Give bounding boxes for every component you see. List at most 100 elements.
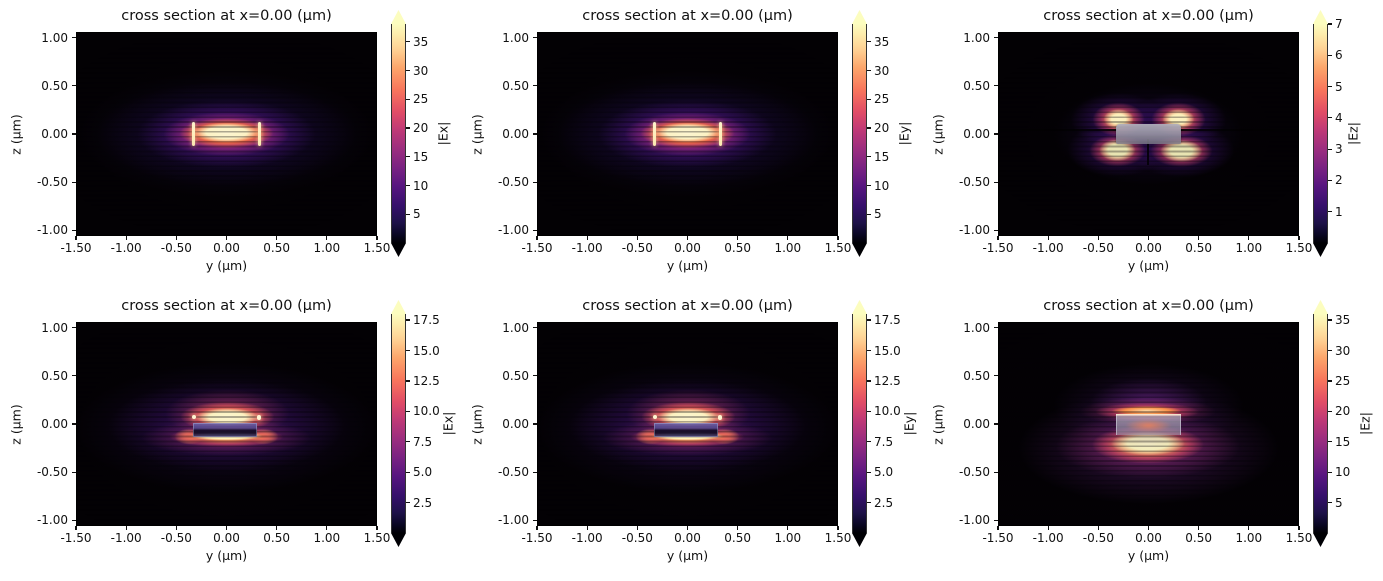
plot-title: cross section at x=0.00 (μm)	[582, 298, 793, 314]
subplot-row-1-col-1: cross section at x=0.00 (μm) z (μm) y (μ…	[0, 0, 461, 290]
colorbar-label: |Ez|	[1345, 122, 1361, 145]
colorbar-tick-mark	[406, 349, 410, 352]
x-tick-label: 0.50	[724, 531, 752, 545]
field-heatmap	[538, 33, 837, 235]
x-tick-mark	[586, 236, 588, 240]
plot-title: cross section at x=0.00 (μm)	[1043, 298, 1254, 314]
x-tick-mark	[125, 526, 127, 530]
x-tick-label: -0.50	[1082, 531, 1114, 545]
colorbar-over-arrow-icon	[1313, 300, 1328, 314]
x-tick-mark	[686, 526, 689, 530]
colorbar-tick-mark	[867, 184, 871, 187]
x-tick-label: -0.50	[1082, 241, 1114, 255]
y-tick-mark	[72, 327, 76, 329]
x-tick-label: -1.00	[110, 241, 142, 255]
structure-overlays	[538, 33, 837, 235]
colorbar-tick-label: 15.0	[413, 343, 440, 358]
x-tick-mark	[536, 236, 538, 240]
colorbar-tick-label: 25	[1335, 373, 1351, 388]
colorbar-tick-label: 10.0	[413, 404, 440, 419]
x-tick-label: -1.00	[1032, 531, 1064, 545]
x-axis-label: y (μm)	[666, 258, 709, 273]
plot-title: cross section at x=0.00 (μm)	[1043, 8, 1254, 24]
y-tick-mark	[72, 471, 76, 473]
colorbar-tick-label: 20	[1335, 404, 1351, 419]
colorbar-gradient	[391, 24, 406, 243]
colorbar-tick-label: 30	[413, 63, 429, 78]
x-tick-label: 1.50	[824, 241, 852, 255]
x-tick-label: -1.50	[521, 241, 553, 255]
colorbar-tick-label: 5.0	[413, 465, 433, 480]
x-tick-label: 0.00	[674, 531, 701, 545]
colorbar-gradient	[391, 314, 406, 533]
y-tick-label: 0.50	[502, 78, 529, 93]
plot-title: cross section at x=0.00 (μm)	[121, 298, 332, 314]
colorbar-label: |Ez|	[1357, 412, 1373, 435]
x-tick-label: 0.00	[1135, 531, 1162, 545]
y-tick-label: -0.50	[36, 465, 68, 480]
colorbar-tick-label: 25	[413, 92, 429, 107]
y-tick-label: -0.50	[36, 175, 68, 190]
colorbar-tick-label: 17.5	[874, 313, 901, 328]
y-tick-label: -0.50	[958, 175, 990, 190]
x-tick-label: -0.50	[621, 241, 653, 255]
y-tick-label: 0.50	[41, 368, 68, 383]
x-tick-label: 1.00	[1235, 241, 1263, 255]
x-tick-mark	[586, 526, 588, 530]
x-tick-label: 1.50	[363, 241, 391, 255]
x-tick-mark	[75, 526, 77, 530]
colorbar-tick-label: 4	[1335, 110, 1343, 125]
colorbar-tick-mark	[867, 501, 871, 504]
y-tick-mark	[72, 375, 76, 377]
colorbar-tick-label: 2	[1335, 173, 1343, 188]
x-tick-mark	[276, 526, 278, 530]
heatmap-canvas	[76, 32, 377, 236]
colorbar-tick-mark	[867, 213, 871, 215]
x-tick-mark	[326, 526, 328, 530]
colorbar-gradient	[852, 24, 867, 243]
x-tick-mark	[175, 236, 177, 240]
heatmap-canvas	[537, 32, 838, 236]
field-heatmap	[77, 33, 376, 235]
y-tick-mark	[72, 229, 76, 231]
y-tick-label: -0.50	[958, 465, 990, 480]
grid-banding-overlay	[538, 33, 837, 235]
structure-overlays	[999, 323, 1298, 525]
subplot-row-1-col-2: cross section at x=0.00 (μm) z (μm) y (μ…	[461, 0, 922, 290]
colorbar-tick-mark	[867, 98, 871, 100]
x-tick-label: 1.00	[774, 531, 802, 545]
colorbar-tick-label: 12.5	[413, 373, 440, 388]
colorbar-tick-label: 17.5	[413, 313, 440, 328]
x-tick-label: 0.50	[1185, 531, 1213, 545]
colorbar-over-arrow-icon	[391, 10, 406, 24]
colorbar-tick-mark	[1328, 471, 1332, 473]
waveguide-top-corner-dot-right	[256, 415, 262, 420]
y-tick-label: 1.00	[502, 30, 529, 45]
subplot-row-1-col-3: cross section at x=0.00 (μm) z (μm) y (μ…	[922, 0, 1383, 290]
colorbar-tick-mark	[1328, 211, 1332, 213]
colorbar-tick-mark	[1328, 54, 1332, 56]
y-tick-label: -0.50	[497, 175, 529, 190]
x-tick-mark	[737, 236, 739, 240]
x-tick-label: 1.00	[313, 531, 341, 545]
colorbar-tick-mark	[1328, 85, 1332, 88]
colorbar-tick-mark	[406, 184, 410, 187]
y-tick-label: 0.00	[41, 417, 68, 431]
colorbar-tick-mark	[406, 156, 410, 158]
x-tick-mark	[276, 236, 278, 240]
subplot-row-2-col-3: cross section at x=0.00 (μm) z (μm) y (μ…	[922, 290, 1383, 580]
y-tick-mark	[72, 519, 76, 521]
colorbar-tick-mark	[406, 41, 410, 43]
colorbar-tick-mark	[1328, 441, 1332, 443]
colorbar-tick-label: 7	[1335, 17, 1343, 31]
heatmap-canvas	[998, 322, 1299, 526]
heatmap-canvas	[537, 322, 838, 526]
colorbar-tick-label: 2.5	[874, 495, 894, 510]
colorbar-tick-mark	[406, 501, 410, 504]
x-tick-label: 1.00	[313, 241, 341, 255]
waveguide-edge-line	[653, 122, 656, 146]
colorbar-gradient	[852, 314, 867, 533]
colorbar-tick-mark	[867, 319, 871, 321]
y-tick-label: 1.00	[963, 320, 990, 335]
y-tick-mark	[533, 181, 537, 183]
